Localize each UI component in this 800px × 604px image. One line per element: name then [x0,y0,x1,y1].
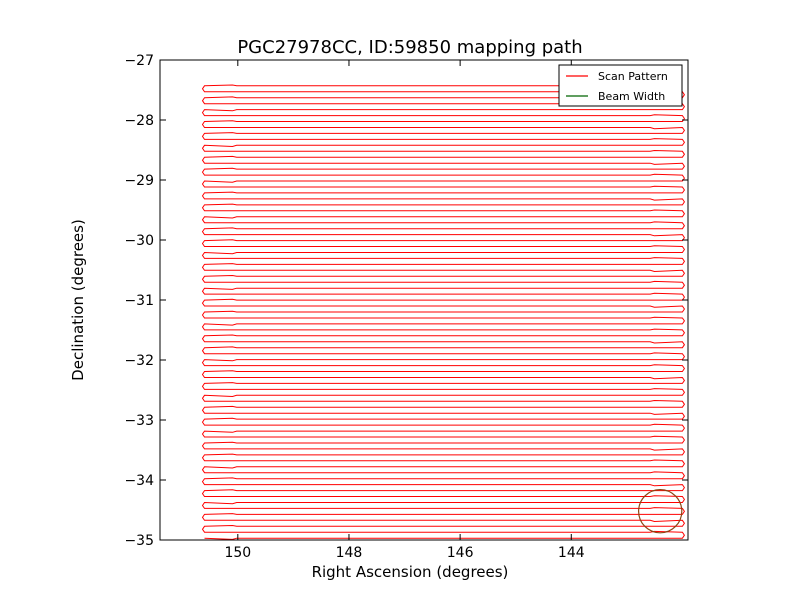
beam-width-circle [638,489,683,534]
y-axis-ticks: −27 −28 −29 −30 −31 −32 −33 −34 −35 [124,53,688,549]
legend-box [558,64,683,107]
x-tick-label: 150 [224,545,251,561]
scan-pattern-path [201,84,686,540]
y-tick-label: −35 [124,533,154,549]
x-axis-ticks: 150 148 146 144 [224,60,585,561]
legend: Scan Pattern Beam Width [558,64,683,107]
x-axis-label: Right Ascension (degrees) [312,563,509,581]
x-tick-label: 146 [447,545,474,561]
y-tick-label: −34 [124,473,154,489]
scan-pattern-layer [201,84,686,540]
legend-scan-pattern-label: Scan Pattern [598,70,668,83]
y-tick-label: −31 [124,293,154,309]
chart-title: PGC27978CC, ID:59850 mapping path [237,37,582,58]
y-tick-label: −27 [124,53,154,69]
y-axis-label: Declination (degrees) [69,219,87,381]
y-tick-label: −33 [124,413,154,429]
y-tick-label: −29 [124,173,154,189]
x-tick-label: 148 [336,545,363,561]
plot-area [159,59,689,541]
y-tick-label: −28 [124,113,154,129]
y-tick-label: −32 [124,353,154,369]
x-tick-label: 144 [558,545,585,561]
legend-beam-width-label: Beam Width [598,90,665,103]
y-tick-label: −30 [124,233,154,249]
